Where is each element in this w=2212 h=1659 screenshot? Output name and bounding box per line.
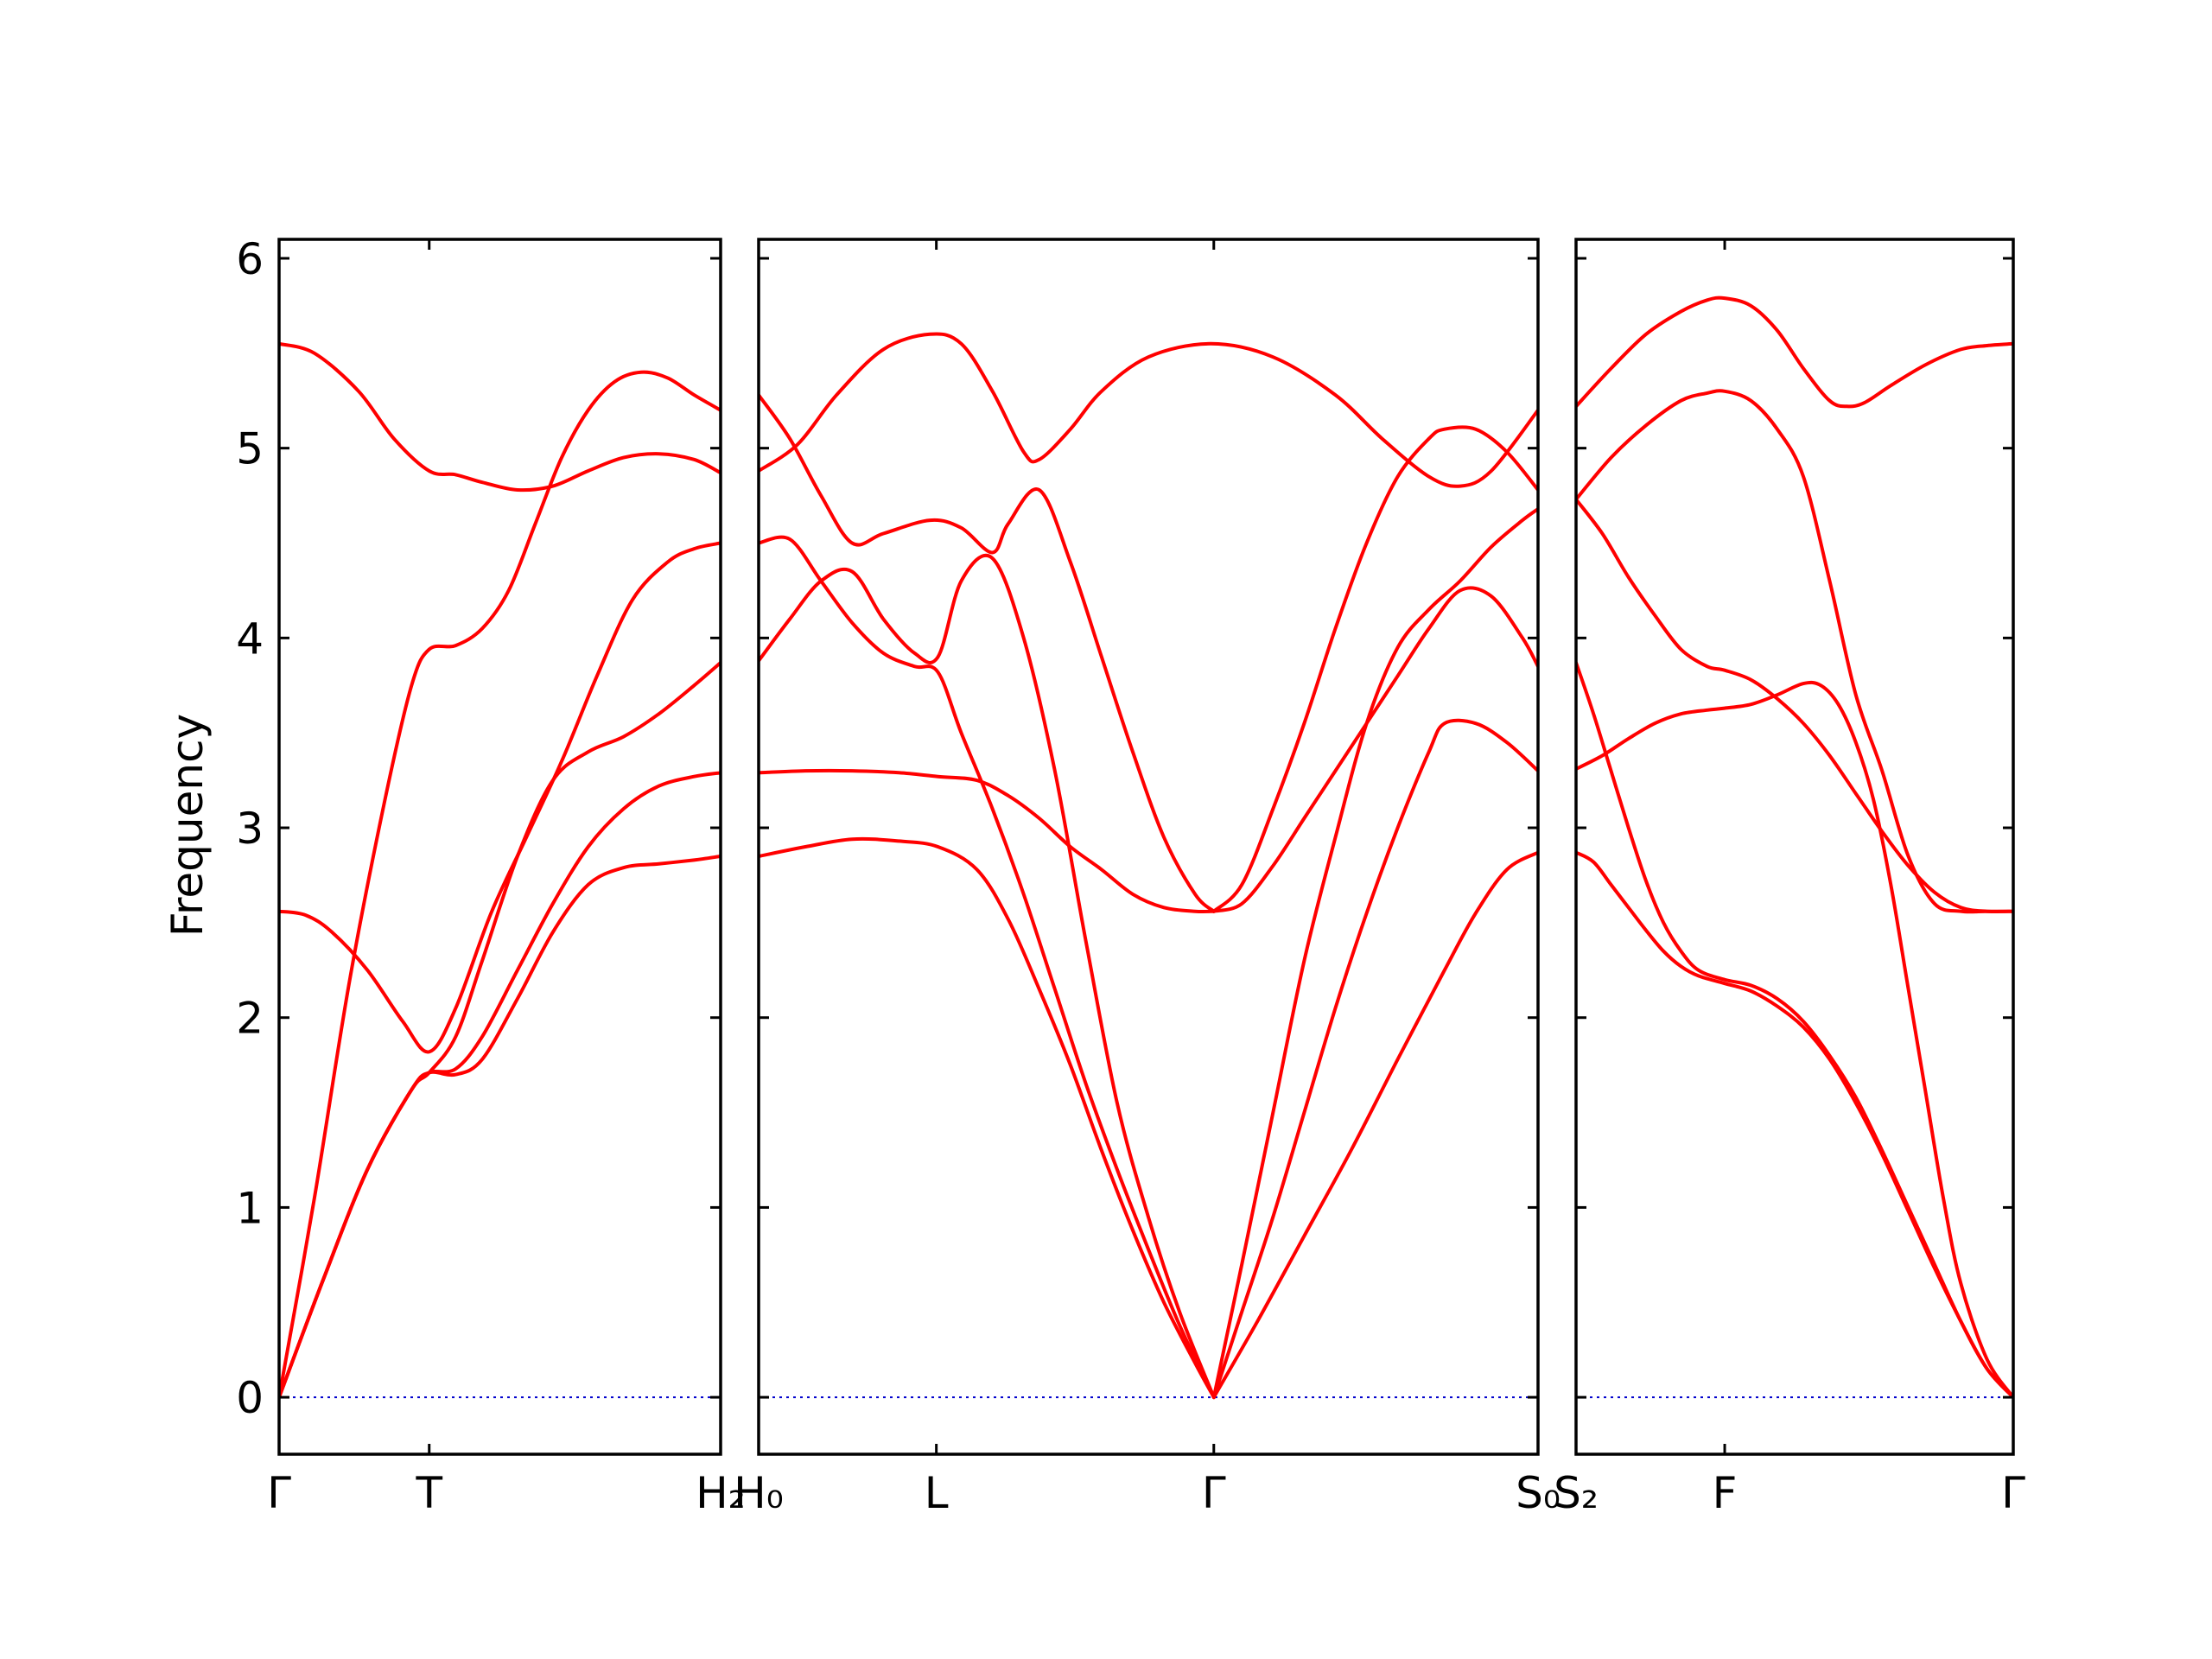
y-tick-label: 2	[236, 994, 264, 1044]
band-line	[759, 535, 1216, 1400]
band-line	[1211, 718, 1538, 1400]
band-line	[1211, 586, 1538, 913]
x-tick-label: T	[415, 1468, 442, 1518]
band-line	[759, 768, 1216, 914]
band-line	[279, 771, 721, 1400]
y-tick-label: 5	[236, 424, 264, 474]
band-line	[1576, 680, 2013, 1400]
x-tick-label: L	[925, 1468, 949, 1518]
x-tick-label: H₀	[734, 1468, 784, 1518]
bands-layer	[279, 296, 2013, 1400]
band-line	[759, 393, 1216, 913]
panel-2-bands	[759, 332, 1538, 1400]
band-line	[759, 553, 1216, 1400]
band-line	[279, 855, 721, 1400]
band-line	[1211, 507, 1538, 1400]
y-tick-label: 1	[236, 1183, 264, 1233]
y-tick-label: 3	[236, 804, 264, 854]
frames-layer	[277, 238, 2015, 1456]
panel-frame	[277, 238, 722, 1456]
band-line	[1576, 850, 2013, 1400]
band-line	[1576, 498, 2013, 914]
band-line	[1576, 296, 2013, 409]
y-tick-label: 4	[236, 613, 264, 664]
x-tick-label: Γ	[1202, 1468, 1226, 1518]
y-axis-label: Frequency	[162, 714, 213, 937]
x-tick-label: Γ	[267, 1468, 291, 1518]
band-line	[759, 836, 1216, 1400]
band-line	[759, 332, 1538, 488]
x-tick-label: Γ	[2001, 1468, 2025, 1518]
panel-frame	[757, 238, 1540, 1456]
x-tick-label: S₂	[1554, 1468, 1599, 1518]
y-tick-label: 6	[236, 234, 264, 284]
band-line	[279, 370, 721, 1400]
x-tick-label: F	[1713, 1468, 1738, 1518]
panel-3-bands	[1576, 296, 2013, 1400]
band-line	[1576, 660, 2013, 1400]
band-line	[1211, 850, 1538, 1400]
y-tick-label: 0	[236, 1373, 264, 1423]
band-line	[1211, 425, 1538, 913]
ticks-layer	[277, 239, 2015, 1454]
x-tick-label: S₀	[1516, 1468, 1560, 1518]
band-line	[279, 541, 721, 1054]
panel-1-bands	[279, 341, 721, 1400]
band-line	[1576, 389, 2013, 914]
band-line	[279, 341, 721, 493]
panel-frame	[1574, 238, 2015, 1456]
x-tick-label: H₂	[696, 1468, 746, 1518]
